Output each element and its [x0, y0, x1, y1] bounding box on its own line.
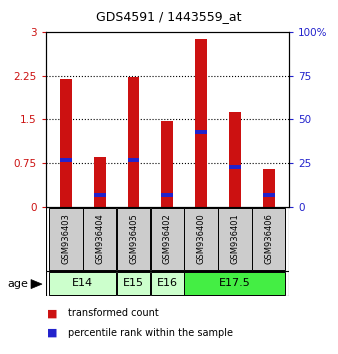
- Bar: [162, 121, 173, 207]
- Text: GSM936402: GSM936402: [163, 213, 172, 264]
- Bar: [60, 79, 72, 207]
- Bar: [128, 78, 139, 207]
- Bar: [49, 209, 82, 269]
- Text: ■: ■: [47, 308, 58, 318]
- Bar: [229, 112, 241, 207]
- Bar: [83, 209, 116, 269]
- Text: E16: E16: [157, 278, 178, 288]
- Text: ■: ■: [47, 328, 58, 338]
- Polygon shape: [31, 280, 42, 289]
- Text: transformed count: transformed count: [68, 308, 158, 318]
- Bar: [49, 272, 116, 295]
- Bar: [185, 209, 218, 269]
- Bar: [60, 158, 72, 162]
- Text: GSM936405: GSM936405: [129, 213, 138, 264]
- Bar: [94, 193, 105, 197]
- Text: E14: E14: [72, 278, 93, 288]
- Bar: [128, 158, 139, 162]
- Bar: [252, 209, 285, 269]
- Text: GSM936401: GSM936401: [231, 213, 239, 264]
- Text: GSM936403: GSM936403: [62, 213, 70, 264]
- Text: age: age: [7, 279, 28, 289]
- Text: GSM936404: GSM936404: [95, 213, 104, 264]
- Text: GSM936406: GSM936406: [264, 213, 273, 264]
- Bar: [218, 209, 251, 269]
- Bar: [195, 130, 207, 134]
- Bar: [263, 193, 274, 197]
- Bar: [162, 193, 173, 197]
- Text: GDS4591 / 1443559_at: GDS4591 / 1443559_at: [96, 10, 242, 23]
- Bar: [151, 272, 184, 295]
- Bar: [117, 209, 150, 269]
- Bar: [185, 272, 285, 295]
- Text: E15: E15: [123, 278, 144, 288]
- Bar: [94, 158, 105, 207]
- Bar: [195, 39, 207, 207]
- Bar: [263, 169, 274, 207]
- Text: GSM936400: GSM936400: [197, 213, 206, 264]
- Text: percentile rank within the sample: percentile rank within the sample: [68, 328, 233, 338]
- Bar: [117, 272, 150, 295]
- Bar: [151, 209, 184, 269]
- Bar: [229, 165, 241, 169]
- Text: E17.5: E17.5: [219, 278, 251, 288]
